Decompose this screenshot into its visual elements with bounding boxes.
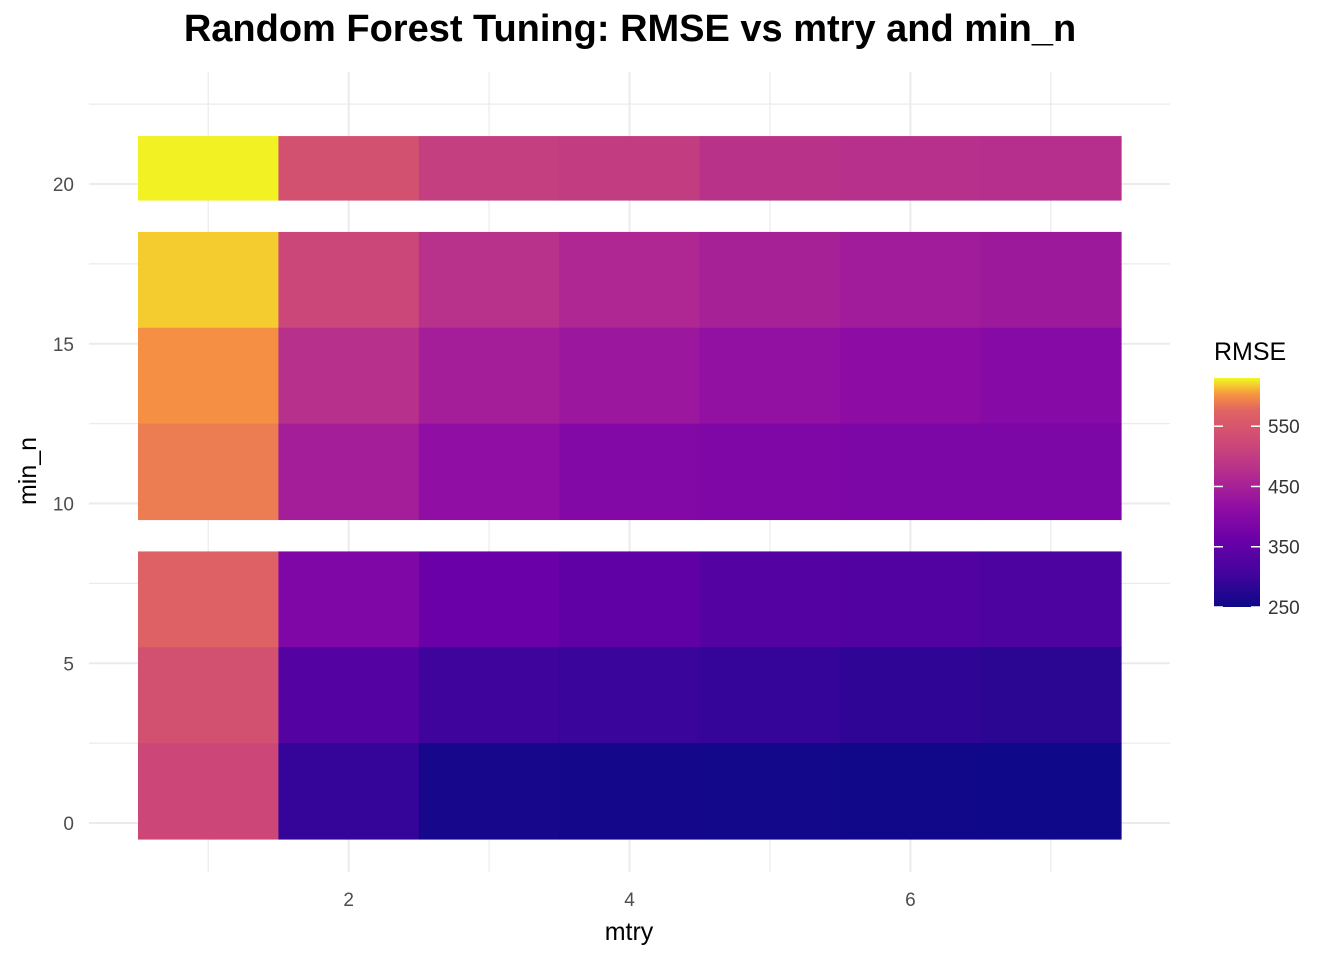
y-axis-title: min_n	[14, 437, 42, 505]
heatmap-cell	[278, 327, 420, 425]
heatmap-cell	[840, 327, 982, 425]
legend-title: RMSE	[1214, 338, 1286, 366]
heatmap-cell	[278, 423, 420, 521]
heatmap-cell	[559, 423, 701, 521]
legend-ticks: 250 350 450 550	[1214, 417, 1300, 619]
heatmap-cell	[980, 647, 1122, 744]
heatmap-cell	[278, 743, 420, 840]
y-tick-label: 5	[63, 654, 74, 675]
heatmap-cell	[418, 551, 560, 648]
y-tick-label: 20	[53, 175, 74, 196]
heatmap-cell	[138, 327, 280, 425]
heatmap-cell	[559, 231, 701, 329]
heatmap-cell	[559, 136, 701, 201]
heatmap-cell	[699, 327, 841, 425]
legend-colorbar	[1214, 378, 1260, 607]
heatmap-cell	[699, 231, 841, 329]
x-tick-label: 2	[343, 890, 354, 911]
heatmap-cell	[840, 231, 982, 329]
heatmap-cell	[699, 551, 841, 648]
heatmap-cell	[980, 327, 1122, 425]
heatmap-cell	[138, 231, 280, 329]
heatmap-cells	[138, 136, 1122, 840]
heatmap-cell	[559, 551, 701, 648]
heatmap-cell	[418, 647, 560, 744]
heatmap-cell	[840, 423, 982, 521]
heatmap-cell	[559, 327, 701, 425]
legend-tick-label: 450	[1268, 477, 1300, 498]
legend-tick-label: 550	[1268, 417, 1300, 438]
y-tick-label: 10	[53, 495, 74, 516]
heatmap-cell	[418, 327, 560, 425]
heatmap-cell	[278, 231, 420, 329]
heatmap-cell	[418, 743, 560, 840]
heatmap-cell	[980, 231, 1122, 329]
heatmap-cell	[840, 551, 982, 648]
heatmap-cell	[980, 551, 1122, 648]
heatmap-cell	[699, 647, 841, 744]
x-axis-title: mtry	[605, 918, 654, 946]
heatmap-cell	[138, 743, 280, 840]
heatmap-cell	[840, 743, 982, 840]
heatmap-cell	[840, 136, 982, 201]
y-tick-labels: 0 5 10 15 20	[53, 175, 74, 835]
heatmap-cell	[278, 647, 420, 744]
heatmap-cell	[980, 743, 1122, 840]
heatmap-cell	[278, 136, 420, 201]
heatmap-cell	[980, 136, 1122, 201]
legend-tick-label: 350	[1268, 538, 1300, 559]
x-tick-labels: 2 4 6	[343, 890, 915, 911]
heatmap-cell	[980, 423, 1122, 521]
legend-tick-label: 250	[1268, 598, 1300, 619]
heatmap-cell	[699, 743, 841, 840]
heatmap-cell	[138, 551, 280, 648]
heatmap-cell	[138, 647, 280, 744]
heatmap-cell	[699, 136, 841, 201]
heatmap-cell	[418, 423, 560, 521]
x-tick-label: 6	[905, 890, 916, 911]
y-tick-label: 0	[63, 814, 74, 835]
heatmap-cell	[138, 423, 280, 521]
heatmap-cell	[699, 423, 841, 521]
heatmap-cell	[559, 743, 701, 840]
y-tick-label: 15	[53, 335, 74, 356]
x-tick-label: 4	[624, 890, 635, 911]
heatmap-cell	[418, 136, 560, 201]
chart-title: Random Forest Tuning: RMSE vs mtry and m…	[183, 8, 1077, 50]
heatmap-cell	[418, 231, 560, 329]
heatmap-cell	[840, 647, 982, 744]
heatmap-cell	[138, 136, 280, 201]
color-legend: RMSE 250 350 450 550	[1214, 338, 1300, 619]
heatmap-cell	[278, 551, 420, 648]
heatmap-cell	[559, 647, 701, 744]
